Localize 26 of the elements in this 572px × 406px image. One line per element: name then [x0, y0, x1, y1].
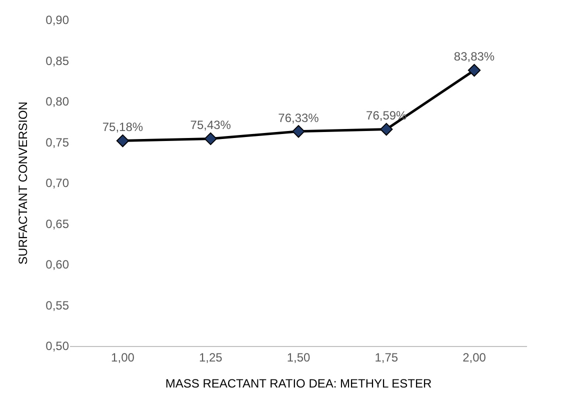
data-label: 83,83% — [454, 50, 495, 64]
data-label: 75,43% — [190, 118, 232, 132]
y-tick-label: 0,60 — [46, 258, 70, 272]
point — [116, 134, 130, 148]
point — [292, 125, 305, 138]
data-label: 75,18% — [102, 120, 144, 134]
point — [380, 122, 393, 136]
data-label: 76,59% — [366, 108, 408, 123]
y-tick-label: 0,85 — [46, 54, 70, 68]
x-tick-label: 1,50 — [286, 350, 310, 364]
data-label: 76,33% — [278, 110, 320, 125]
y-tick-label: 0,65 — [46, 216, 70, 231]
x-tick-label: 1,75 — [374, 350, 398, 364]
point — [204, 132, 217, 146]
y-axis-title: SURFACTANT CONVERSION — [16, 102, 30, 264]
y-tick-label: 0,50 — [46, 339, 70, 354]
y-tick-label: 0,90 — [46, 13, 70, 28]
y-tick-label: 0,70 — [46, 176, 70, 190]
x-tick-label: 2,00 — [462, 350, 486, 364]
y-tick-label: 0,55 — [46, 298, 70, 312]
y-tick-label: 0,75 — [46, 135, 70, 150]
x-tick-label: 1,00 — [111, 350, 135, 364]
x-tick-label: 1,25 — [198, 350, 223, 364]
point — [468, 64, 481, 77]
y-tick-label: 0,80 — [46, 94, 70, 109]
x-axis-title: MASS REACTANT RATIO DEA: METHYL ESTER — [165, 376, 432, 390]
